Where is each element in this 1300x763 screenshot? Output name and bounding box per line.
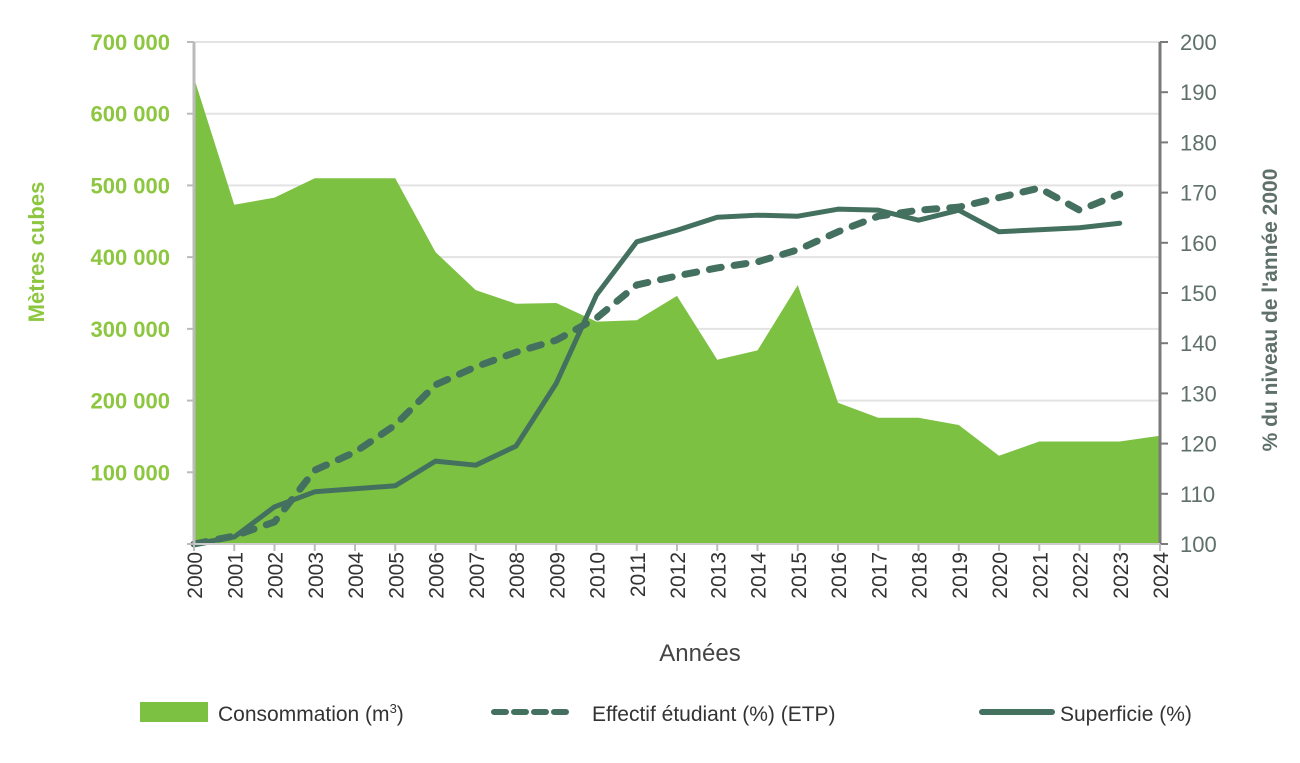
y-right-tick-label: 150	[1180, 281, 1217, 306]
consumption-area-layer	[194, 78, 1160, 544]
y-left-tick-label: 300 000	[90, 317, 170, 342]
y-left-tick-label: 700 000	[90, 30, 170, 55]
x-tick-label: 2015	[788, 552, 811, 599]
y-left-tick-label: 100 000	[90, 460, 170, 485]
x-tick-label: 2002	[265, 552, 288, 599]
y-axis-right-title: % du niveau de l'année 2000	[1259, 169, 1282, 452]
legend-swatch-area	[140, 702, 208, 722]
x-tick-label: 2000	[184, 552, 207, 599]
legend-label-superficie: Superficie (%)	[1060, 703, 1192, 726]
y-right-tick-label: 190	[1180, 80, 1217, 105]
x-tick-label: 2013	[707, 552, 730, 599]
y-right-tick-label: 110	[1180, 482, 1215, 507]
x-tick-label: 2017	[868, 552, 891, 599]
x-tick-label: 2010	[587, 552, 610, 599]
consumption-area	[194, 78, 1160, 544]
x-tick-label: 2006	[426, 552, 449, 599]
x-tick-label: 2020	[989, 552, 1012, 599]
x-tick-label: 2011	[627, 552, 650, 597]
legend-item-consommation[interactable]: Consommation (m3)	[140, 701, 404, 726]
x-tick-label: 2001	[224, 552, 247, 599]
x-tick-label: 2021	[1029, 552, 1052, 599]
legend: Consommation (m3) Effectif étudiant (%) …	[140, 701, 1192, 726]
y-right-tick-label: 100	[1180, 532, 1217, 557]
x-tick-label: 2023	[1110, 552, 1133, 599]
y-right-tick-label: 140	[1180, 331, 1217, 356]
x-tick-label: 2018	[909, 552, 932, 599]
legend-item-effectif[interactable]: Effectif étudiant (%) (ETP)	[494, 703, 836, 726]
x-tick-label: 2008	[506, 552, 529, 599]
x-tick-label: 2016	[828, 552, 851, 599]
x-tick-label: 2009	[546, 552, 569, 599]
y-left-tick-label: 600 000	[90, 102, 170, 127]
x-tick-label: 2022	[1070, 552, 1093, 599]
y-left-tick-label: 400 000	[90, 245, 170, 270]
y-right-tick-label: 120	[1180, 432, 1217, 457]
x-tick-label: 2007	[466, 552, 489, 599]
y-right-tick-label: 200	[1180, 30, 1217, 55]
y-left-tick-label: 500 000	[90, 173, 170, 198]
y-right-tick-label: 160	[1180, 231, 1217, 256]
legend-label-consommation: Consommation (m3)	[218, 701, 404, 726]
x-tick-label: 2012	[667, 552, 690, 599]
y-left-tick-label: 200 000	[90, 389, 170, 414]
legend-label-effectif: Effectif étudiant (%) (ETP)	[592, 703, 836, 726]
x-tick-label: 2003	[305, 552, 328, 599]
x-axis-title: Années	[659, 640, 740, 667]
x-tick-label: 2019	[949, 552, 972, 599]
y-right-tick-label: 180	[1180, 130, 1217, 155]
y-axis-left-title: Mètres cubes	[24, 182, 49, 323]
legend-item-superficie[interactable]: Superficie (%)	[982, 703, 1192, 726]
x-tick-label: 2024	[1150, 552, 1173, 599]
x-tick-label: 2004	[345, 552, 368, 599]
x-tick-label: 2005	[385, 552, 408, 599]
y-right-tick-label: 130	[1180, 381, 1217, 406]
y-right-tick-label: 170	[1180, 181, 1217, 206]
x-tick-label: 2014	[748, 552, 771, 599]
